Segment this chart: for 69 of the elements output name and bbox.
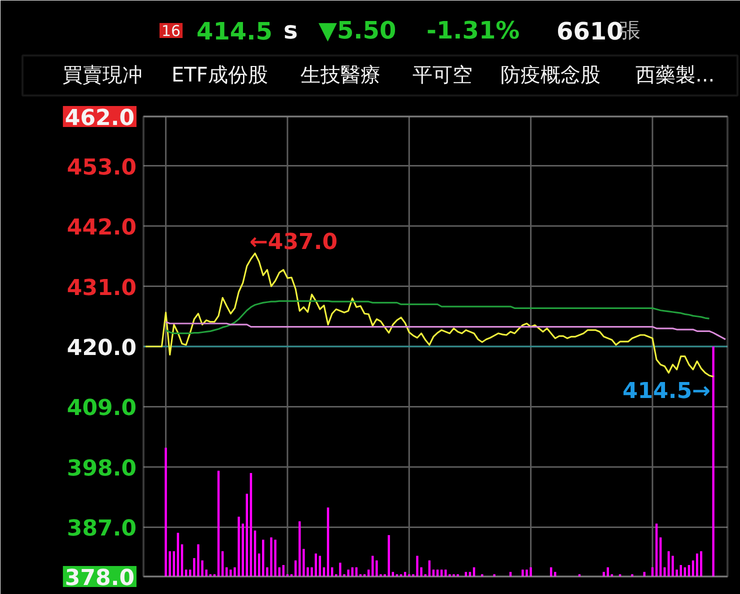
bar bbox=[184, 570, 188, 576]
y-tick-label: 453.0 bbox=[66, 155, 137, 180]
bar bbox=[172, 551, 176, 576]
bar bbox=[298, 521, 301, 576]
text: s bbox=[284, 16, 298, 44]
bar bbox=[197, 544, 200, 576]
bar bbox=[376, 560, 378, 576]
bar bbox=[258, 554, 260, 576]
text: 生技醫療 bbox=[300, 62, 380, 86]
text: 西藥製... bbox=[636, 62, 715, 86]
annotation: ←437.0 bbox=[250, 230, 338, 255]
bar bbox=[668, 551, 670, 576]
y-tick-label: 378.0 bbox=[64, 566, 135, 591]
text: 平可空 bbox=[412, 62, 472, 86]
bar bbox=[712, 346, 714, 576]
y-tick-label: 420.0 bbox=[66, 336, 137, 361]
bar bbox=[347, 570, 350, 576]
bar bbox=[270, 537, 272, 576]
bar bbox=[262, 540, 264, 576]
bar bbox=[314, 554, 317, 576]
text: ETF成份股 bbox=[172, 62, 268, 86]
bar bbox=[164, 448, 167, 576]
bar bbox=[351, 567, 354, 576]
text: ▼5.50 bbox=[318, 16, 396, 44]
bar bbox=[606, 567, 609, 576]
bar bbox=[680, 565, 682, 576]
text: 防疫概念股 bbox=[500, 62, 600, 86]
bar bbox=[696, 554, 698, 576]
y-tick-label: 431.0 bbox=[66, 276, 137, 301]
y-tick-label: 442.0 bbox=[66, 216, 137, 241]
bar bbox=[602, 572, 605, 576]
annotation: 414.5→ bbox=[622, 379, 710, 404]
bar bbox=[226, 567, 228, 576]
line-series bbox=[165, 321, 726, 340]
line-series bbox=[144, 252, 714, 378]
bar bbox=[326, 508, 330, 576]
y-tick-label: 398.0 bbox=[66, 456, 137, 482]
bar bbox=[432, 570, 435, 576]
bar bbox=[388, 535, 390, 576]
bar bbox=[655, 524, 658, 576]
bar bbox=[238, 516, 240, 576]
text: 買賣現冲 bbox=[62, 62, 142, 86]
y-tick-label: 387.0 bbox=[66, 516, 137, 542]
bar bbox=[440, 570, 443, 576]
y-tick-label: 409.0 bbox=[66, 396, 137, 422]
bar bbox=[416, 556, 418, 576]
bar bbox=[372, 556, 374, 576]
y-tick-label: 462.0 bbox=[64, 106, 135, 131]
bar bbox=[221, 551, 224, 576]
bar bbox=[444, 570, 447, 576]
bar bbox=[254, 530, 256, 576]
bar bbox=[526, 570, 528, 576]
bar bbox=[250, 473, 252, 576]
bar bbox=[530, 567, 532, 576]
bar bbox=[436, 570, 439, 576]
bar bbox=[643, 572, 646, 576]
bar bbox=[522, 570, 524, 576]
text: 414.5 bbox=[196, 18, 272, 46]
bar bbox=[274, 540, 276, 576]
bar bbox=[217, 470, 220, 576]
bar bbox=[230, 570, 232, 576]
bar bbox=[246, 494, 248, 576]
bar bbox=[554, 572, 556, 576]
bar bbox=[367, 570, 370, 576]
line-series bbox=[165, 300, 710, 334]
bar bbox=[700, 551, 702, 576]
text: 16 bbox=[162, 22, 181, 40]
bar bbox=[339, 562, 342, 576]
text: -1.31% bbox=[426, 16, 520, 44]
